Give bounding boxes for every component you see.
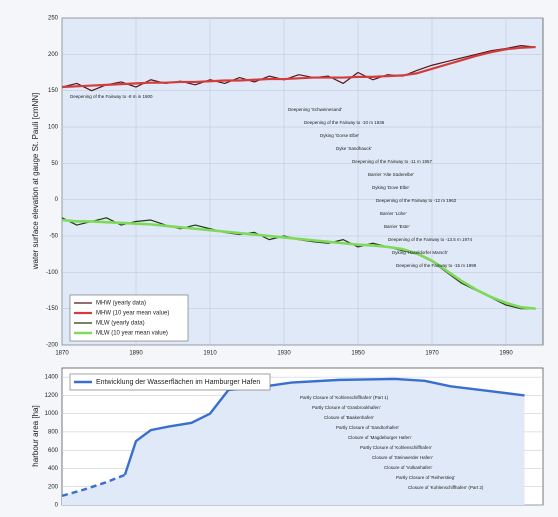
y-tick-label: 0: [55, 503, 59, 509]
annotation: Deepening of the Fairway to -8 m in 1900: [70, 94, 153, 99]
y-tick-label: 800: [48, 430, 59, 436]
line-dashed: [61, 473, 126, 498]
annotation: Partly Closure of 'Kohlenschiffhafen': [360, 445, 432, 450]
legend-box: [69, 373, 271, 391]
annotation: Partly Closure of 'Reiherstieg': [396, 475, 455, 480]
y-axis-label: harbour area [ha]: [31, 405, 40, 466]
line: [61, 45, 536, 92]
annotation: Partly Closure of 'Grasbrookhafen': [312, 405, 381, 410]
annotation: Deepening of the Fairway to -12 m 1962: [376, 198, 457, 203]
x-tick-label: 1990: [499, 351, 513, 357]
legend-label: MHW (10 year mean value): [96, 311, 169, 317]
annotation: Barrier 'Alte Süderelbe': [368, 172, 414, 177]
legend-label: MLW (yearly data): [96, 321, 145, 327]
y-tick-label: 50: [51, 161, 58, 167]
x-tick-label: 1930: [277, 351, 291, 357]
y-tick-label: -100: [46, 270, 59, 276]
annotation: Deepening of the Fairway to -13.5 m 1974: [388, 237, 473, 242]
y-tick-label: 1400: [45, 375, 59, 381]
y-tick-label: -150: [46, 306, 59, 312]
annotation: Dyking 'Haseldorfer Marsch': [392, 250, 448, 255]
y-tick-label: 100: [48, 125, 59, 131]
annotation: Dyke 'Sandhauck': [336, 146, 372, 151]
y-tick-label: 600: [48, 448, 59, 454]
y-tick-label: 1000: [45, 411, 59, 417]
x-tick-label: 1910: [203, 351, 217, 357]
legend-label: MHW (yearly data): [96, 301, 146, 307]
legend-label: MLW (10 year mean value): [96, 331, 168, 337]
y-tick-label: 1200: [45, 393, 59, 399]
legend-label: Entwicklung der Wasserflächen im Hamburg…: [96, 379, 260, 386]
annotation: Deepening of the Fairway to -10 m 1936: [304, 120, 385, 125]
annotation: Deepening 'Schweinesand': [288, 107, 342, 112]
annotation: Barrier 'Este': [384, 224, 410, 229]
x-tick-label: 1970: [425, 351, 439, 357]
y-tick-label: 150: [48, 88, 59, 94]
line: [61, 218, 536, 310]
y-axis-label: water surface elevation at gauge St. Pau…: [31, 93, 40, 271]
x-tick-label: 1890: [129, 351, 143, 357]
area-fill: [62, 378, 525, 505]
annotation: Deepening of the Fairway to -15 m 1999: [396, 263, 477, 268]
y-tick-label: -50: [49, 234, 58, 240]
y-tick-label: 0: [55, 197, 59, 203]
y-tick-label: 250: [48, 16, 59, 22]
annotation: Closure of 'Vulkanhafen': [384, 465, 432, 470]
y-tick-label: 200: [48, 52, 59, 58]
annotation: Closure of 'Magdeburger Hafen': [348, 435, 412, 440]
x-tick-label: 1870: [55, 351, 69, 357]
annotation: Closure of 'Steinwerder Hafen': [372, 455, 433, 460]
x-tick-label: 1950: [351, 351, 365, 357]
y-tick-label: 400: [48, 466, 59, 472]
y-tick-label: 200: [48, 484, 59, 490]
annotation: Dyking 'Dove Elbe': [372, 185, 410, 190]
annotation: Deepening of the Fairway to -11 m 1957: [352, 159, 432, 164]
annotation: Partly Closure of 'Sandtorhafen': [336, 425, 399, 430]
plot-area: [61, 17, 544, 346]
y-tick-label: -200: [46, 343, 59, 349]
line: [61, 45, 536, 89]
annotation: Closure of 'Kohlenschiffhafen' (Part 2): [408, 485, 484, 490]
annotation: Partly Closure of 'Kohlenschiffhafen' (P…: [300, 395, 389, 400]
annotation: Barrier 'Lühe': [380, 211, 407, 216]
annotation: Dyking 'Gorse Elbe': [320, 133, 359, 138]
annotation: Closure of 'Baakenhafen': [324, 415, 374, 420]
